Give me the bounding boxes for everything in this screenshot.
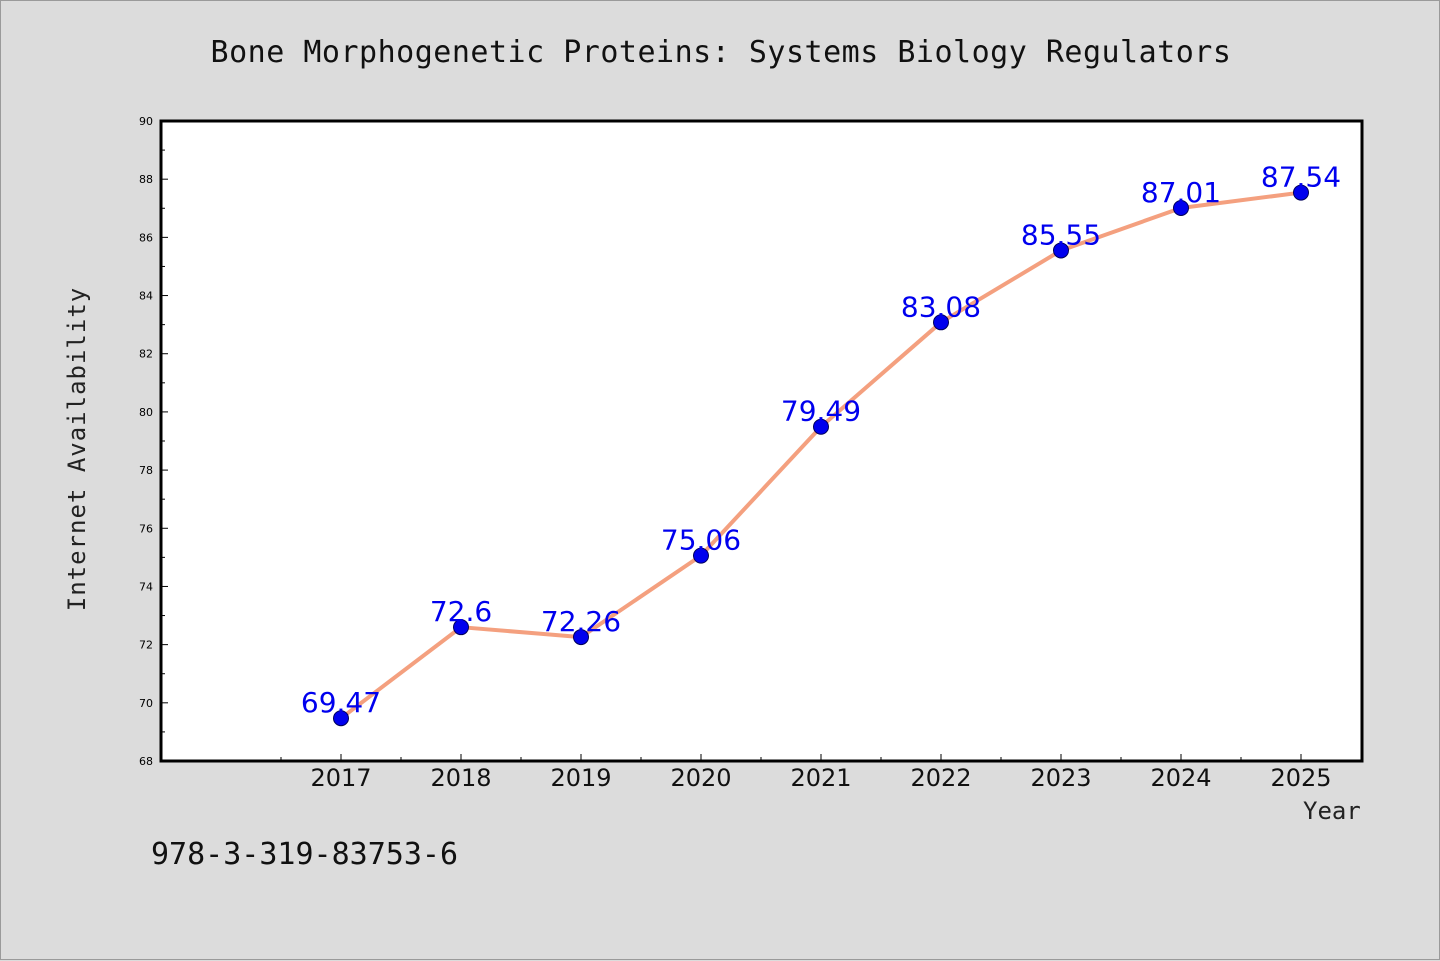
y-tick-label: 90 xyxy=(139,115,153,128)
y-tick-label: 86 xyxy=(139,231,153,244)
x-axis-label: Year xyxy=(1303,797,1361,825)
x-tick-label: 2022 xyxy=(910,764,971,792)
x-tick-label: 2025 xyxy=(1270,764,1331,792)
isbn-text: 978-3-319-83753-6 xyxy=(151,837,459,872)
data-label: 83.08 xyxy=(901,290,981,323)
y-tick-label: 78 xyxy=(139,464,153,477)
x-axis: 2017 2018 2019 2020 2021 2022 2023 2024 2025 xyxy=(280,754,1332,792)
y-tick-label: 88 xyxy=(139,173,153,186)
data-label: 69.47 xyxy=(301,686,381,719)
y-tick-label: 68 xyxy=(139,755,153,768)
chart-title: Bone Morphogenetic Proteins: Systems Bio… xyxy=(210,35,1232,70)
data-point xyxy=(1173,199,1189,216)
x-tick-label: 2019 xyxy=(550,764,611,792)
data-label: 85.55 xyxy=(1021,218,1101,251)
data-point xyxy=(333,710,349,727)
data-point xyxy=(573,629,589,646)
y-tick-label: 76 xyxy=(139,522,153,535)
data-label: 79.49 xyxy=(781,395,861,428)
data-point xyxy=(933,314,949,331)
data-point xyxy=(813,418,829,435)
x-tick-label: 2023 xyxy=(1030,764,1091,792)
data-label: 75.06 xyxy=(661,524,741,557)
plot-area xyxy=(161,121,1362,761)
x-tick-label: 2018 xyxy=(430,764,491,792)
data-label: 87.54 xyxy=(1261,161,1341,194)
data-label: 87.01 xyxy=(1141,176,1221,209)
data-point xyxy=(1293,184,1309,201)
series-group: 69.47 72.6 72.26 75.06 79.49 83.08 85.55 87.01 8… xyxy=(301,161,1341,727)
x-tick-label: 2021 xyxy=(790,764,851,792)
data-label: 72.6 xyxy=(430,595,492,628)
y-tick-label: 74 xyxy=(139,580,153,593)
y-tick-label: 70 xyxy=(139,697,153,710)
y-tick-label: 84 xyxy=(139,290,153,303)
data-point xyxy=(693,547,709,564)
data-point xyxy=(1053,242,1069,259)
x-tick-label: 2024 xyxy=(1150,764,1211,792)
plot-frame xyxy=(159,119,1364,763)
data-point xyxy=(453,619,469,636)
y-tick-label: 82 xyxy=(139,348,153,361)
data-label: 72.26 xyxy=(541,605,621,638)
y-tick-label: 80 xyxy=(139,406,153,419)
x-tick-label: 2020 xyxy=(670,764,731,792)
y-tick-label: 72 xyxy=(139,639,153,652)
x-tick-label: 2017 xyxy=(310,764,371,792)
